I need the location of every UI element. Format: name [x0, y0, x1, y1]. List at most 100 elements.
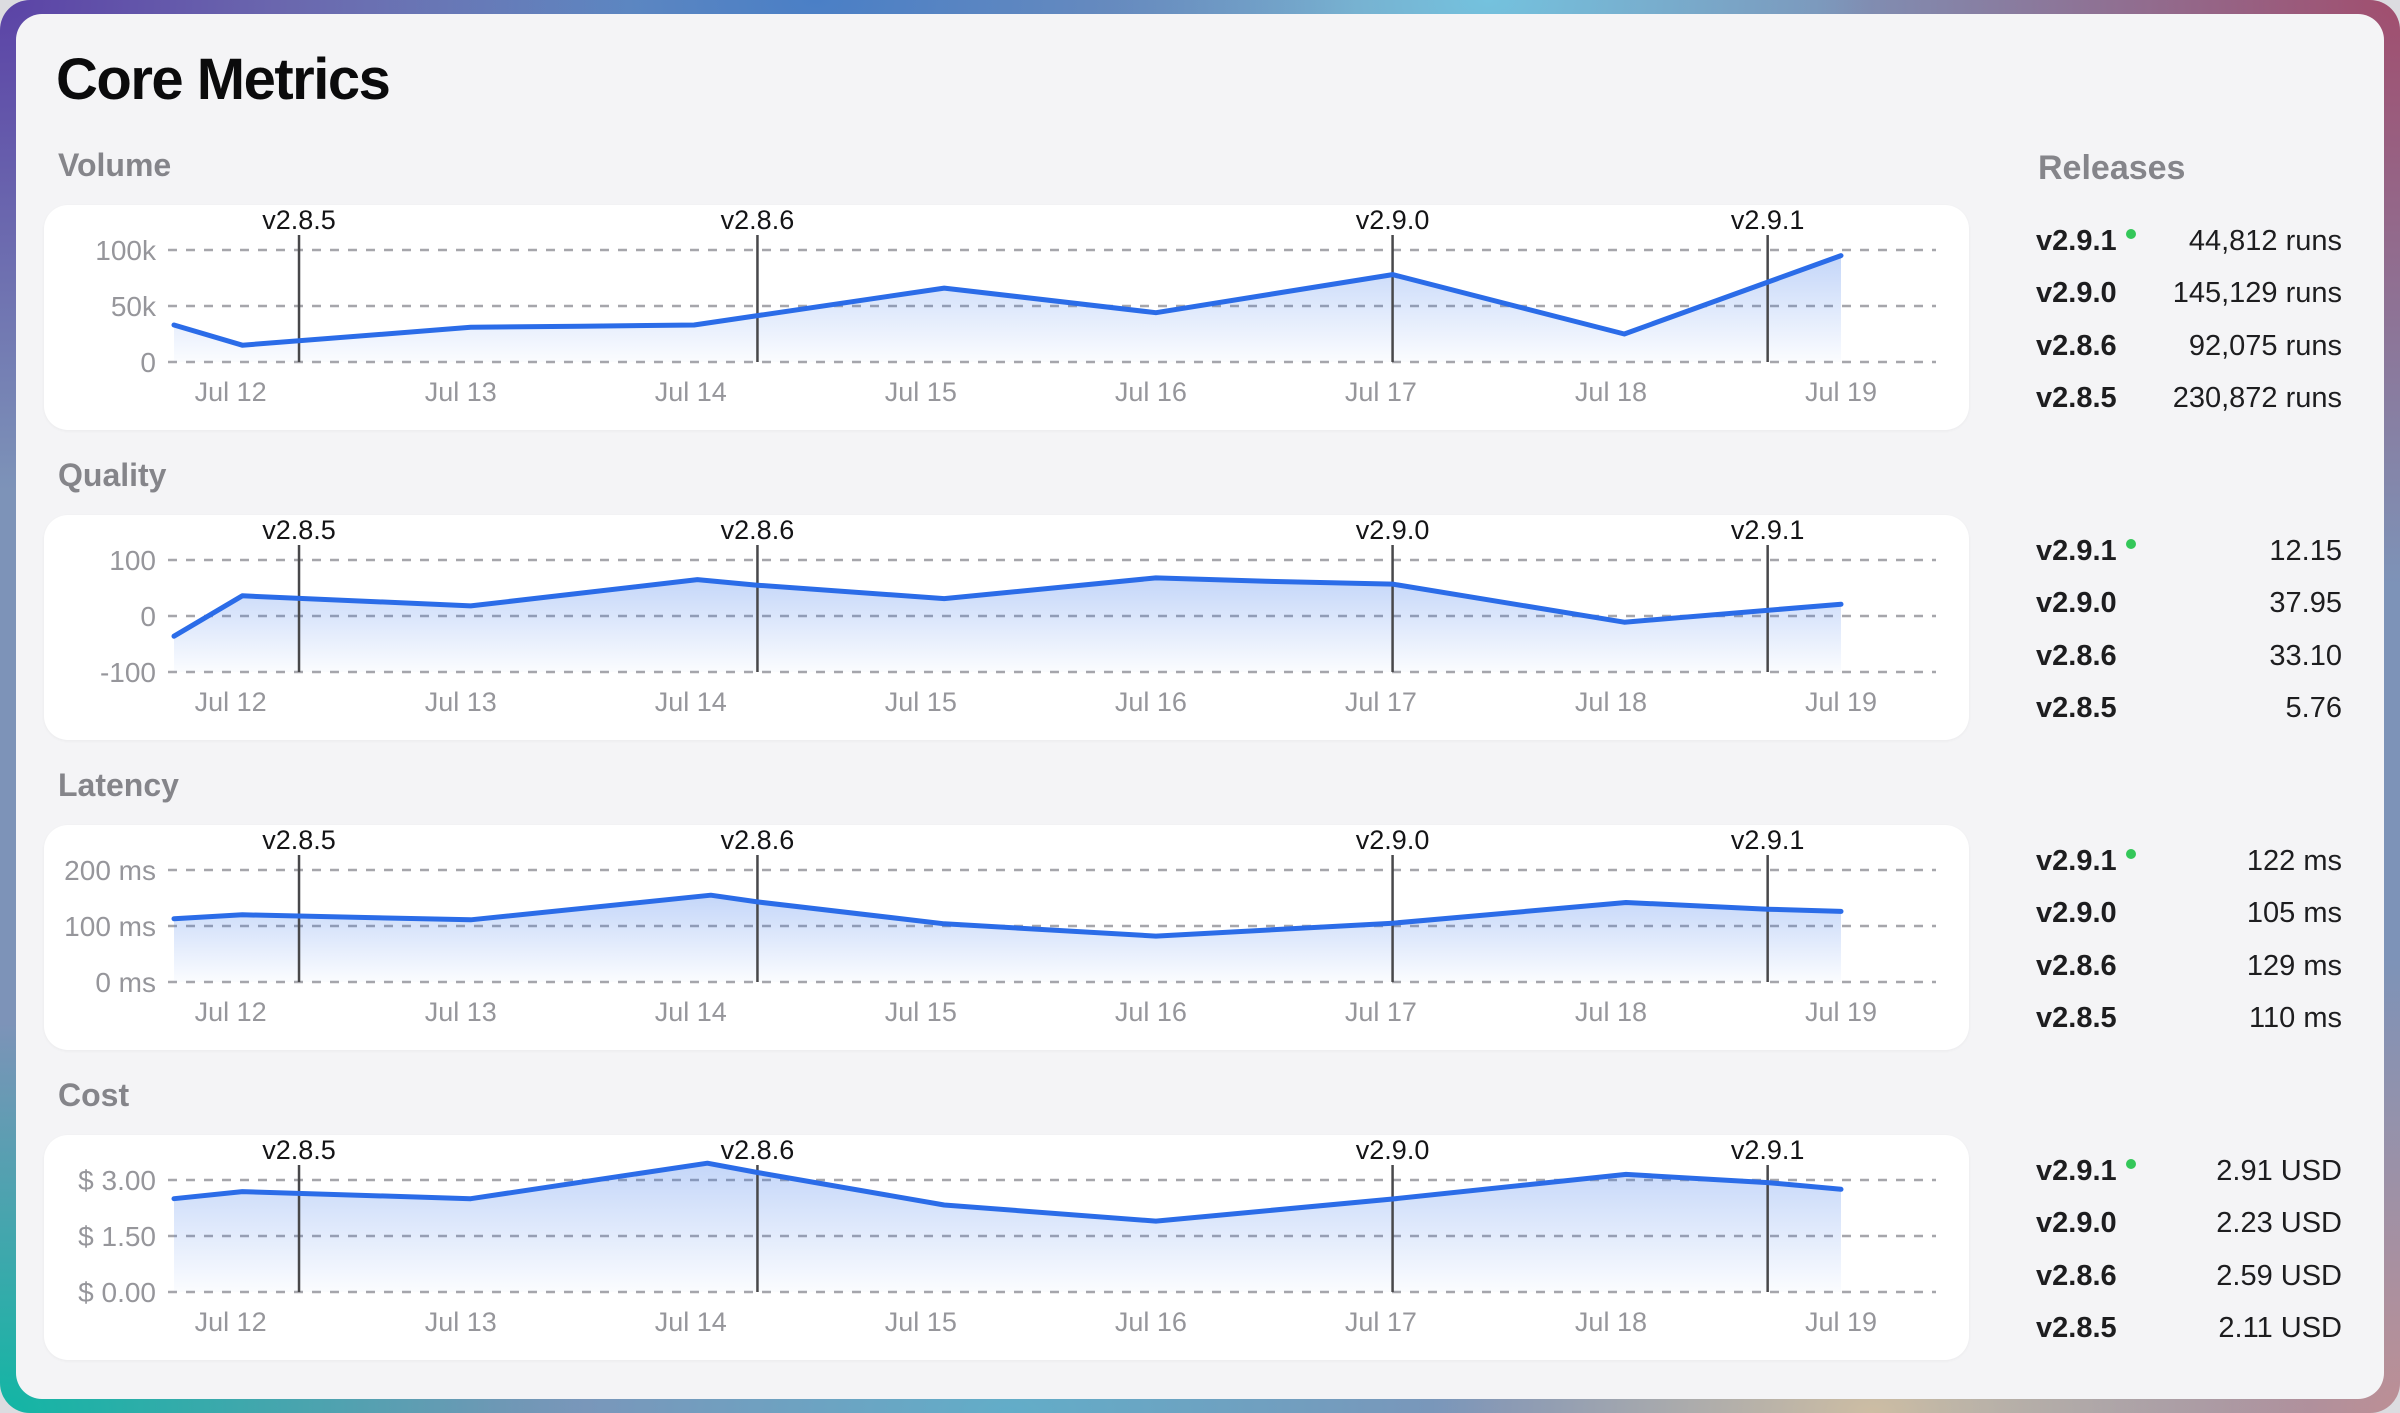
latest-release-dot: [2125, 1159, 2136, 1170]
svg-text:v2.8.6: v2.8.6: [721, 1135, 795, 1165]
release-value: 5.76: [2285, 692, 2342, 725]
release-version: v2.9.0: [2036, 1207, 2117, 1240]
svg-text:Jul 15: Jul 15: [885, 1307, 957, 1337]
release-row: v2.8.5 230,872 runs: [2036, 373, 2342, 426]
release-value: 44,812 runs: [2188, 224, 2342, 257]
svg-text:v2.8.5: v2.8.5: [262, 515, 336, 545]
release-row: v2.8.5 5.76: [2036, 683, 2342, 736]
section-title-volume: Volume: [58, 147, 172, 183]
svg-text:100: 100: [109, 545, 156, 576]
svg-text:Jul 17: Jul 17: [1345, 997, 1417, 1027]
svg-text:v2.9.0: v2.9.0: [1356, 1135, 1430, 1165]
latency-chart: 200 ms 100 ms 0 ms Jul 12 Jul 13 Jul 14 Jul 15…: [64, 825, 1936, 1027]
svg-text:Jul 19: Jul 19: [1805, 687, 1877, 717]
svg-text:0: 0: [140, 347, 156, 378]
svg-text:100 ms: 100 ms: [64, 911, 156, 942]
release-value: 33.10: [2269, 639, 2342, 672]
svg-text:Jul 16: Jul 16: [1115, 377, 1187, 407]
release-value: 2.23 USD: [2216, 1207, 2342, 1240]
svg-text:Jul 12: Jul 12: [195, 997, 267, 1027]
release-row: v2.8.5 2.11 USD: [2036, 1303, 2342, 1356]
release-row: v2.8.5 110 ms: [2036, 993, 2342, 1046]
volume-chart: 100k 50k 0 Jul 12 Jul 13 Jul 14 Jul 15 Jul 16 Ju…: [95, 205, 1936, 407]
svg-text:v2.8.5: v2.8.5: [262, 825, 336, 855]
svg-text:Jul 16: Jul 16: [1115, 997, 1187, 1027]
release-value: 110 ms: [2249, 1002, 2342, 1035]
release-version: v2.9.1: [2036, 1155, 2136, 1188]
svg-text:Jul 18: Jul 18: [1575, 1307, 1647, 1337]
svg-text:50k: 50k: [111, 291, 157, 322]
svg-text:-100: -100: [100, 657, 156, 688]
svg-text:Jul 17: Jul 17: [1345, 377, 1417, 407]
release-version: v2.8.6: [2036, 1259, 2117, 1292]
quality-chart: 100 0 -100 Jul 12 Jul 13 Jul 14 Jul 15 Jul 16 Ju…: [100, 515, 1936, 717]
svg-text:Jul 13: Jul 13: [425, 377, 497, 407]
svg-text:Jul 17: Jul 17: [1345, 687, 1417, 717]
svg-text:Jul 18: Jul 18: [1575, 377, 1647, 407]
release-row: v2.8.6 129 ms: [2036, 940, 2342, 993]
release-row: v2.9.0 2.23 USD: [2036, 1198, 2342, 1251]
section-title-latency: Latency: [58, 767, 179, 803]
latest-release-dot: [2125, 229, 2136, 240]
svg-text:v2.9.1: v2.9.1: [1731, 205, 1805, 235]
svg-text:v2.9.1: v2.9.1: [1731, 515, 1805, 545]
svg-text:v2.8.5: v2.8.5: [262, 1135, 336, 1165]
svg-text:v2.9.0: v2.9.0: [1356, 205, 1430, 235]
release-version: v2.9.1: [2036, 225, 2136, 258]
svg-text:$ 0.00: $ 0.00: [78, 1277, 156, 1308]
svg-text:Jul 19: Jul 19: [1805, 1307, 1877, 1337]
svg-text:Jul 13: Jul 13: [425, 687, 497, 717]
release-value: 145,129 runs: [2172, 277, 2342, 310]
release-version: v2.8.5: [2036, 1002, 2117, 1035]
svg-text:Jul 16: Jul 16: [1115, 1307, 1187, 1337]
latest-release-dot: [2125, 849, 2136, 860]
svg-text:Jul 12: Jul 12: [195, 1307, 267, 1337]
release-row: v2.9.0 145,129 runs: [2036, 268, 2342, 321]
svg-text:v2.8.6: v2.8.6: [721, 515, 795, 545]
release-value: 129 ms: [2246, 949, 2342, 982]
svg-text:Jul 17: Jul 17: [1345, 1307, 1417, 1337]
quality-chart-panel: 100 0 -100 Jul 12 Jul 13 Jul 14 Jul 15 Jul 16 Ju…: [44, 515, 1969, 740]
section-title-cost: Cost: [58, 1077, 130, 1113]
svg-text:Jul 12: Jul 12: [195, 687, 267, 717]
release-version: v2.8.5: [2036, 382, 2117, 415]
release-version: v2.8.6: [2036, 329, 2117, 362]
svg-text:0: 0: [140, 601, 156, 632]
release-row: v2.9.1 12.15: [2036, 525, 2342, 578]
section-title-quality: Quality: [58, 457, 167, 493]
svg-text:Jul 15: Jul 15: [885, 687, 957, 717]
release-group-volume: v2.9.1 44,812 runs v2.9.0 145,129 runs v2.8.…: [2036, 215, 2342, 425]
release-group-cost: v2.9.1 2.91 USD v2.9.0 2.23 USD v2.8.6 2.59 U…: [2036, 1145, 2342, 1355]
svg-text:Jul 18: Jul 18: [1575, 997, 1647, 1027]
svg-text:200 ms: 200 ms: [64, 855, 156, 886]
svg-text:Jul 18: Jul 18: [1575, 687, 1647, 717]
release-value: 37.95: [2269, 587, 2342, 620]
svg-text:$ 1.50: $ 1.50: [78, 1221, 156, 1252]
releases-heading: Releases: [2038, 149, 2186, 187]
release-version: v2.9.0: [2036, 277, 2117, 310]
volume-chart-panel: 100k 50k 0 Jul 12 Jul 13 Jul 14 Jul 15 Jul 16 Ju…: [44, 205, 1969, 430]
release-version: v2.8.5: [2036, 692, 2117, 725]
release-row: v2.8.6 33.10: [2036, 630, 2342, 683]
page-title: Core Metrics: [56, 47, 391, 112]
svg-text:Jul 13: Jul 13: [425, 1307, 497, 1337]
svg-text:100k: 100k: [95, 235, 157, 266]
svg-text:Jul 14: Jul 14: [655, 997, 727, 1027]
svg-text:Jul 14: Jul 14: [655, 687, 727, 717]
release-row: v2.8.6 2.59 USD: [2036, 1250, 2342, 1303]
svg-text:v2.9.0: v2.9.0: [1356, 825, 1430, 855]
svg-text:v2.9.0: v2.9.0: [1356, 515, 1430, 545]
release-row: v2.9.1 122 ms: [2036, 835, 2342, 888]
svg-text:v2.8.6: v2.8.6: [721, 205, 795, 235]
release-group-quality: v2.9.1 12.15 v2.9.0 37.95 v2.8.6 33.10 v2.8.5 5…: [2036, 525, 2342, 735]
svg-text:v2.8.6: v2.8.6: [721, 825, 795, 855]
latest-release-dot: [2125, 539, 2136, 550]
svg-text:v2.9.1: v2.9.1: [1731, 825, 1805, 855]
release-version: v2.8.5: [2036, 1312, 2117, 1345]
svg-text:$ 3.00: $ 3.00: [78, 1165, 156, 1196]
release-version: v2.8.6: [2036, 949, 2117, 982]
release-row: v2.9.0 105 ms: [2036, 888, 2342, 941]
svg-text:Jul 15: Jul 15: [885, 997, 957, 1027]
svg-text:Jul 12: Jul 12: [195, 377, 267, 407]
